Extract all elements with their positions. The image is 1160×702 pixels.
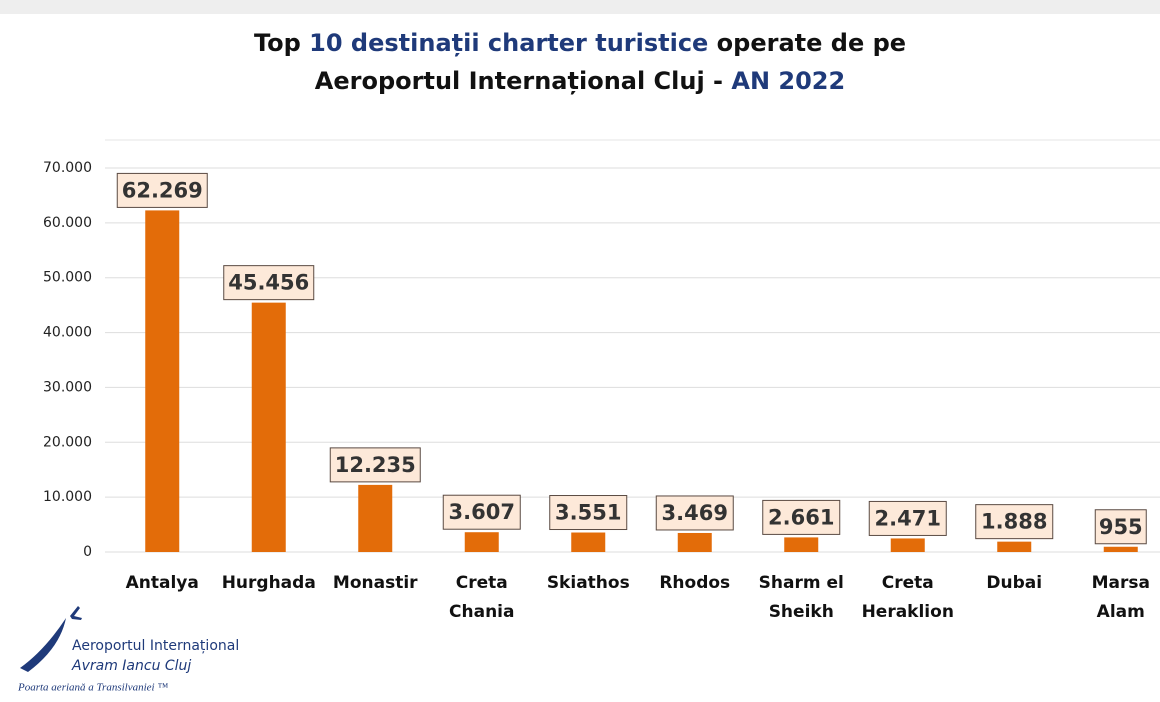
bar <box>145 210 180 552</box>
x-tick-label: Rhodos <box>659 573 730 593</box>
x-tick-line: Hurghada <box>222 573 316 593</box>
x-tick-label: Creta Heraklion <box>862 573 954 622</box>
y-tick-label: 30.000 <box>43 379 92 395</box>
y-tick-label: 70.000 <box>43 160 92 176</box>
data-label: 12.235 <box>335 453 416 477</box>
data-label-box <box>329 447 421 483</box>
x-tick-label: Skiathos <box>547 573 630 593</box>
x-tick-line: Creta <box>456 573 508 593</box>
data-label-box <box>1094 509 1147 545</box>
bar <box>358 484 393 552</box>
x-tick-line: Chania <box>449 602 514 622</box>
bar <box>784 537 819 552</box>
bar <box>251 302 286 552</box>
title-part: AN 2022 <box>731 67 845 95</box>
bar <box>677 532 712 552</box>
x-tick-label: Creta Chania <box>449 573 514 622</box>
logo: Aeroportul Internațional Avram Iancu Clu… <box>17 606 239 694</box>
x-tick-label: Hurghada <box>222 573 316 593</box>
title-part: Aeroportul Internațional Cluj - <box>315 67 732 95</box>
logo-line1: Aeroportul Internațional <box>72 638 239 654</box>
data-label: 1.888 <box>981 510 1047 534</box>
bar <box>1103 546 1138 552</box>
x-tick-label: Monastir <box>333 573 418 593</box>
top-band <box>0 0 1160 14</box>
data-label: 3.607 <box>449 500 515 524</box>
data-label: 3.469 <box>662 501 728 525</box>
x-tick-line: Antalya <box>126 573 199 593</box>
data-label: 3.551 <box>555 501 621 525</box>
data-label-box <box>549 495 628 531</box>
data-label: 2.471 <box>875 506 941 530</box>
x-tick-line: Heraklion <box>862 602 954 622</box>
x-tick-line: Dubai <box>986 573 1042 593</box>
y-tick-label: 60.000 <box>43 215 92 231</box>
data-label: 2.661 <box>768 505 834 529</box>
title-part: 10 destinații charter turistice <box>309 29 708 57</box>
bar <box>997 541 1032 552</box>
x-tick-line: Marsa <box>1092 573 1150 593</box>
data-label-box <box>223 265 315 301</box>
y-tick-label: 10.000 <box>43 489 92 505</box>
data-label-box <box>868 500 947 536</box>
y-tick-label: 50.000 <box>43 270 92 286</box>
logo-swoosh <box>20 618 66 672</box>
title-part: Top <box>254 29 309 57</box>
y-tick-label: 0 <box>83 544 92 560</box>
bar <box>464 532 499 552</box>
x-tick-line: Creta <box>882 573 934 593</box>
x-tick-label: Dubai <box>986 573 1042 593</box>
x-tick-label: Sharm el Sheikh <box>759 573 844 622</box>
x-tick-line: Monastir <box>333 573 418 593</box>
bar <box>571 532 606 552</box>
data-label-box <box>442 494 521 530</box>
data-label: 955 <box>1099 515 1143 539</box>
data-label-box <box>975 504 1054 540</box>
logo-plane <box>70 606 82 620</box>
y-tick-label: 40.000 <box>43 325 92 341</box>
data-label-box <box>762 499 841 535</box>
chart-title: Top 10 destinații charter turistice oper… <box>254 29 906 57</box>
y-tick-label: 20.000 <box>43 434 92 450</box>
bar <box>890 538 925 552</box>
data-label-box <box>116 172 208 208</box>
logo-line2: Avram Iancu Cluj <box>71 658 191 674</box>
x-tick-label: Marsa Alam <box>1092 573 1150 622</box>
title-part: operate de pe <box>708 29 906 57</box>
data-label: 45.456 <box>228 271 309 295</box>
logo-tagline: Poarta aeriană a Transilvaniei ™ <box>17 682 168 694</box>
x-tick-label: Antalya <box>126 573 199 593</box>
chart-title: Aeroportul Internațional Cluj - AN 2022 <box>315 67 845 95</box>
x-tick-line: Skiathos <box>547 573 630 593</box>
x-tick-line: Sharm el <box>759 573 844 593</box>
data-label-box <box>655 495 734 531</box>
x-tick-line: Rhodos <box>659 573 730 593</box>
x-tick-line: Sheikh <box>769 602 834 622</box>
data-label: 62.269 <box>122 178 203 202</box>
x-tick-line: Alam <box>1097 602 1145 622</box>
